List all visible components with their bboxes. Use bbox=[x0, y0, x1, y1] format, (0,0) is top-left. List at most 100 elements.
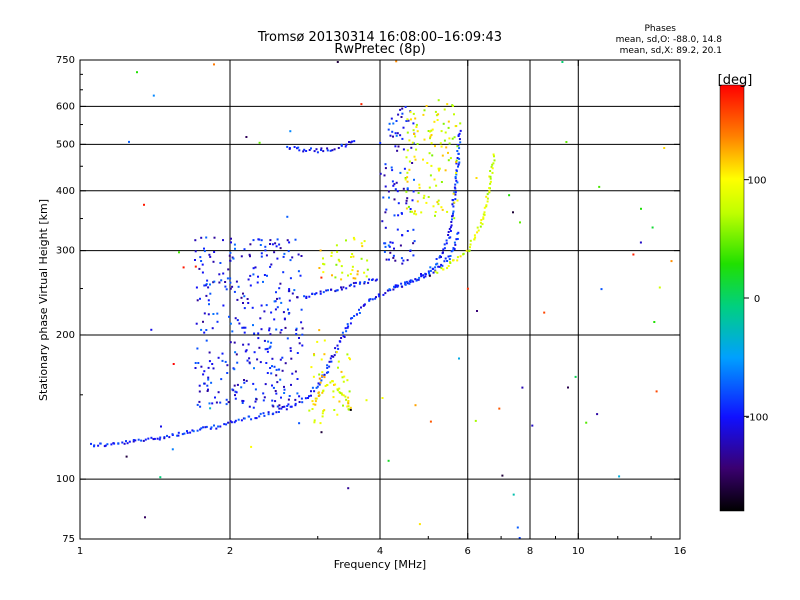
data-point bbox=[246, 359, 249, 362]
data-point bbox=[229, 251, 232, 254]
data-point bbox=[442, 268, 445, 271]
data-point bbox=[469, 243, 472, 246]
data-point bbox=[455, 162, 458, 165]
data-point bbox=[275, 291, 277, 294]
data-point bbox=[300, 308, 303, 311]
data-point bbox=[391, 169, 394, 172]
data-point bbox=[293, 146, 296, 148]
data-point bbox=[229, 259, 232, 262]
data-point bbox=[442, 251, 444, 254]
data-point bbox=[452, 210, 455, 213]
data-point bbox=[160, 425, 162, 428]
data-point bbox=[247, 343, 250, 346]
data-point bbox=[410, 118, 412, 121]
data-point bbox=[320, 149, 322, 151]
data-point bbox=[258, 346, 261, 349]
data-point bbox=[242, 343, 245, 346]
data-point bbox=[454, 191, 457, 194]
data-point bbox=[203, 284, 206, 287]
data-point bbox=[253, 351, 256, 354]
data-point bbox=[283, 385, 285, 388]
data-point bbox=[427, 270, 430, 273]
x-tick-label: 2 bbox=[227, 546, 233, 557]
data-point bbox=[412, 254, 415, 257]
data-point bbox=[290, 383, 292, 386]
data-point bbox=[222, 272, 225, 275]
data-point bbox=[446, 267, 449, 270]
data-point bbox=[481, 223, 484, 226]
data-point bbox=[420, 275, 423, 278]
data-point bbox=[423, 138, 426, 141]
data-point bbox=[363, 240, 366, 243]
data-point bbox=[264, 383, 267, 386]
data-point bbox=[429, 174, 432, 177]
data-point bbox=[276, 257, 279, 260]
data-point bbox=[432, 267, 435, 270]
data-point bbox=[294, 238, 297, 241]
data-point bbox=[326, 371, 328, 374]
data-point bbox=[236, 298, 239, 301]
data-point bbox=[189, 431, 192, 434]
data-point bbox=[466, 287, 469, 290]
data-point bbox=[392, 135, 394, 138]
data-point bbox=[313, 421, 316, 424]
data-point bbox=[406, 282, 409, 285]
data-point bbox=[330, 288, 333, 291]
data-point bbox=[429, 130, 431, 133]
data-point bbox=[384, 242, 387, 245]
data-point bbox=[340, 286, 342, 289]
data-point bbox=[512, 211, 514, 214]
data-point bbox=[208, 253, 211, 256]
data-point bbox=[198, 400, 201, 403]
data-point bbox=[482, 213, 485, 216]
data-point bbox=[409, 210, 412, 213]
data-point bbox=[266, 274, 268, 277]
data-point bbox=[319, 290, 322, 293]
data-point bbox=[289, 349, 292, 352]
data-point bbox=[324, 385, 327, 387]
data-point bbox=[272, 405, 275, 408]
data-point bbox=[437, 265, 440, 268]
data-point bbox=[227, 268, 230, 271]
data-point bbox=[314, 400, 317, 403]
data-point bbox=[485, 195, 488, 198]
data-point bbox=[429, 266, 432, 269]
data-point bbox=[262, 280, 264, 283]
data-point bbox=[385, 208, 388, 211]
data-point bbox=[574, 375, 577, 378]
data-point bbox=[242, 292, 244, 295]
data-point bbox=[205, 236, 208, 239]
data-point bbox=[452, 105, 454, 107]
data-point bbox=[351, 265, 354, 268]
data-point bbox=[126, 442, 129, 445]
data-point bbox=[321, 412, 324, 415]
data-point bbox=[453, 113, 455, 116]
data-point bbox=[349, 358, 351, 361]
data-point bbox=[449, 236, 452, 239]
data-point bbox=[365, 275, 368, 278]
data-point bbox=[294, 398, 297, 401]
data-point bbox=[360, 242, 363, 245]
data-point bbox=[326, 367, 329, 369]
y-tick-label: 200 bbox=[56, 330, 75, 341]
data-point bbox=[268, 329, 271, 332]
data-point bbox=[340, 265, 343, 268]
data-point bbox=[440, 145, 443, 148]
data-point bbox=[358, 312, 361, 314]
data-point bbox=[329, 381, 332, 384]
data-point bbox=[436, 271, 439, 274]
data-point bbox=[308, 409, 311, 412]
data-point bbox=[653, 321, 656, 323]
data-point bbox=[411, 210, 414, 213]
data-point bbox=[412, 112, 415, 115]
data-point bbox=[404, 177, 407, 179]
data-point bbox=[278, 297, 281, 300]
y-tick-label: 75 bbox=[62, 534, 75, 545]
data-point bbox=[437, 99, 440, 102]
data-point bbox=[519, 221, 521, 224]
data-point bbox=[397, 145, 400, 148]
data-point bbox=[438, 265, 441, 268]
data-point bbox=[152, 94, 155, 97]
data-point bbox=[283, 392, 286, 394]
data-point bbox=[352, 277, 355, 280]
